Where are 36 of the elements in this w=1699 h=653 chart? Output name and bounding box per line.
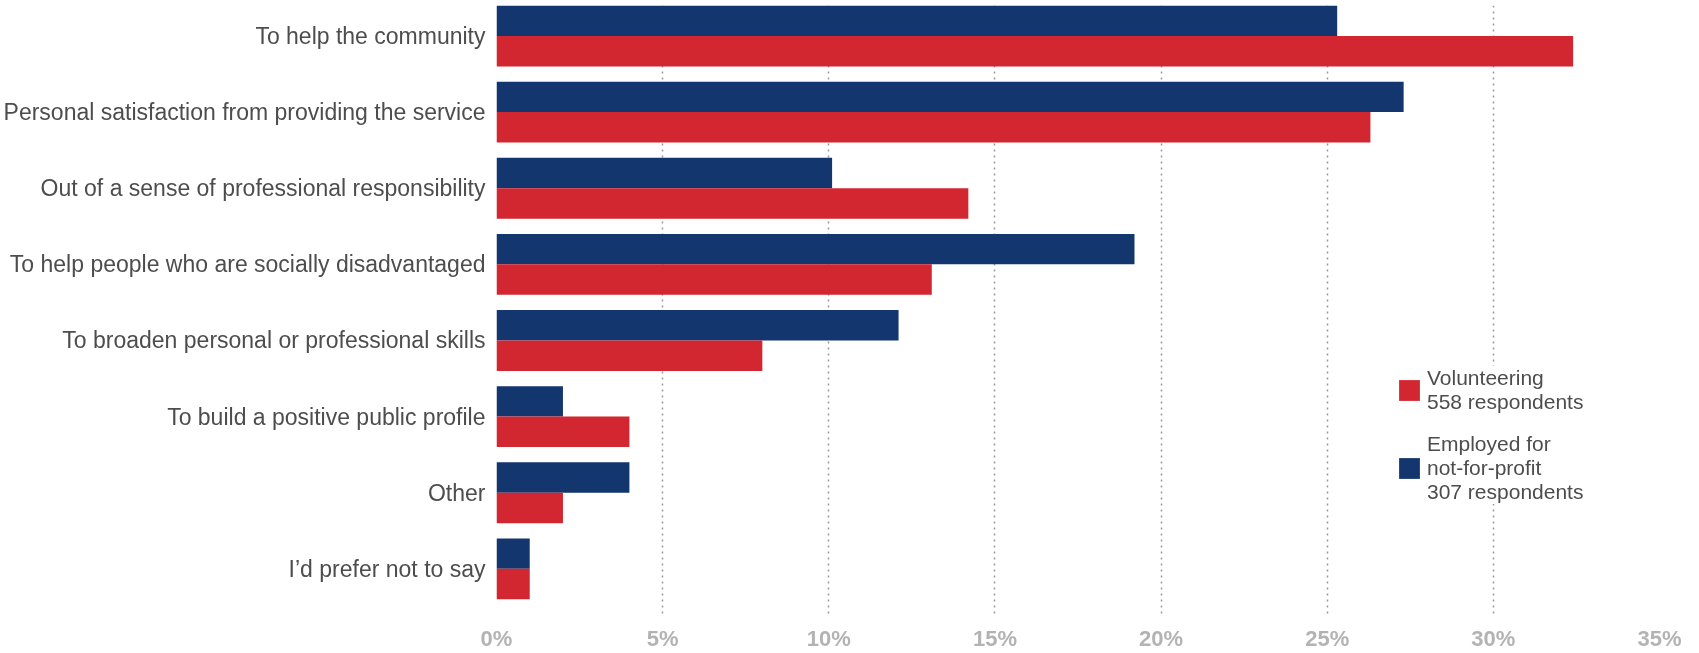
bar	[496, 35, 1574, 67]
x-tick-label: 15%	[972, 625, 1017, 651]
bar	[496, 112, 1371, 143]
y-tick-label: I’d prefer not to say	[288, 555, 486, 582]
annotation: 307 respondents	[1427, 480, 1584, 503]
x-tick-label: 30%	[1471, 625, 1516, 651]
bar	[496, 5, 1338, 36]
x-tick-label: 5%	[646, 625, 679, 651]
bar	[496, 188, 969, 219]
x-tick-label: 20%	[1139, 625, 1184, 651]
x-tick-label: 10%	[806, 625, 851, 651]
bar	[496, 233, 1135, 265]
y-tick-label: To build a positive public profile	[167, 403, 486, 430]
y-tick-label: To help the community	[255, 22, 486, 49]
bar	[496, 386, 563, 417]
annotation: 558 respondents	[1427, 390, 1584, 413]
bar	[496, 264, 932, 295]
y-tick-label: Other	[427, 479, 486, 506]
bar	[496, 462, 630, 493]
y-tick-label: To broaden personal or professional skills	[62, 327, 486, 354]
y-tick-label: Out of a sense of professional responsibility	[40, 175, 486, 202]
x-tick-label: 0%	[480, 625, 513, 651]
bar	[496, 340, 763, 371]
bar	[496, 157, 833, 189]
x-tick-label: 35%	[1637, 625, 1682, 651]
bar	[496, 310, 899, 341]
bar	[496, 538, 530, 569]
bar	[496, 81, 1404, 113]
y-tick-label: To help people who are socially disadvantaged	[9, 251, 486, 278]
x-tick-label: 25%	[1305, 625, 1350, 651]
bar	[496, 416, 630, 448]
legend-label: Employed for not-for-profit	[1427, 432, 1551, 479]
y-tick-label: Personal satisfaction from providing the service	[3, 99, 486, 126]
bar	[496, 492, 563, 524]
bar	[496, 568, 530, 600]
legend-label: Volunteering	[1427, 366, 1544, 389]
